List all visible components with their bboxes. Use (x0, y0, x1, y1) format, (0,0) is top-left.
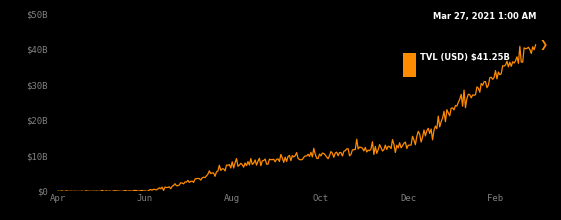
FancyBboxPatch shape (403, 53, 416, 77)
Text: Mar 27, 2021 1:00 AM: Mar 27, 2021 1:00 AM (434, 12, 537, 21)
Text: ❯: ❯ (540, 40, 548, 50)
Text: TVL (USD) $41.25B: TVL (USD) $41.25B (420, 53, 509, 62)
